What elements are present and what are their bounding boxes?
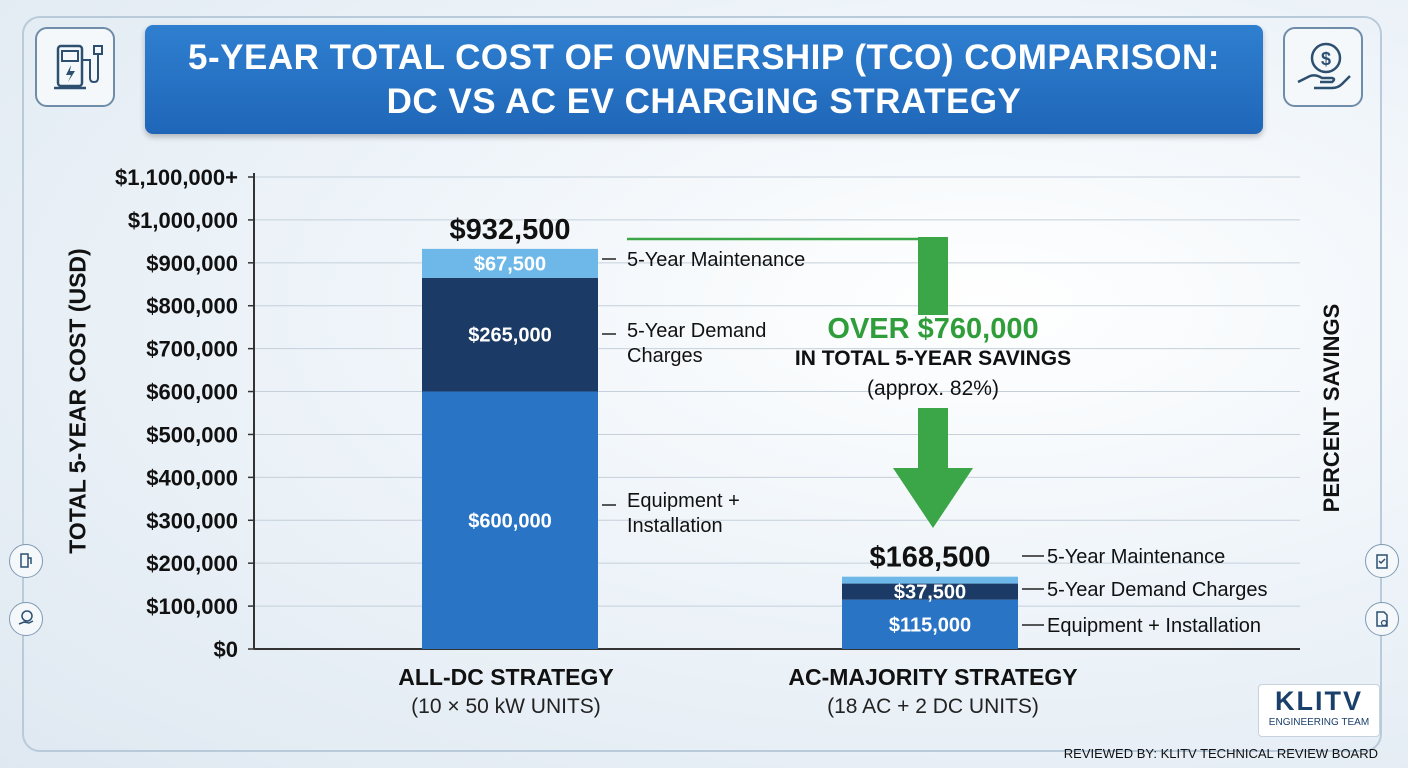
bar-segment-maintenance (422, 248, 598, 278)
annotation-label: Equipment + (627, 490, 740, 512)
logo-text: KLITV (1275, 686, 1363, 716)
y-tick-label: $600,000 (146, 380, 238, 405)
category-label-all-dc: ALL-DC STRATEGY (10 × 50 kW UNITS) (398, 664, 614, 719)
hand-dollar-small-icon (9, 602, 43, 636)
y-tick-label: $200,000 (146, 551, 238, 576)
clipboard-check-icon (1365, 544, 1399, 578)
annotation-label: 5-Year Demand Charges (1047, 579, 1268, 601)
bar-segment-demand (422, 277, 598, 392)
category-label-ac-majority: AC-MAJORITY STRATEGY (18 AC + 2 DC UNITS… (788, 664, 1077, 719)
klitv-logo: KLITV ENGINEERING TEAM (1258, 684, 1380, 737)
title-line-1: 5-YEAR TOTAL COST OF OWNERSHIP (TCO) COM… (188, 37, 1220, 77)
annotation-label: 5-Year Demand (627, 320, 766, 342)
y-tick-label: $0 (214, 637, 238, 662)
bar-total-label: $932,500 (450, 214, 571, 246)
hand-dollar-icon: $ (1283, 27, 1363, 107)
annotation-label: Equipment + Installation (1047, 615, 1261, 637)
savings-line-3: (approx. 82%) (867, 377, 999, 400)
savings-arrow-shaft (918, 408, 948, 470)
annotation-label: Installation (627, 515, 723, 537)
document-gear-icon (1365, 602, 1399, 636)
review-footer: REVIEWED BY: KLITV TECHNICAL REVIEW BOAR… (1063, 746, 1378, 761)
bar-value-label: $67,500 (474, 253, 546, 275)
y-tick-label: $400,000 (146, 465, 238, 490)
ev-charger-small-icon (9, 544, 43, 578)
y-tick-label: $1,100,000+ (115, 165, 238, 190)
savings-line-2: IN TOTAL 5-YEAR SAVINGS (794, 347, 1072, 370)
title-line-2: DC VS AC EV CHARGING STRATEGY (386, 81, 1022, 121)
category-name: ALL-DC STRATEGY (398, 664, 614, 690)
logo-subtext: ENGINEERING TEAM (1268, 717, 1370, 728)
savings-arrow-head (893, 468, 973, 528)
y-tick-label: $500,000 (146, 422, 238, 447)
bar-total-label: $168,500 (870, 542, 991, 574)
outer-frame (22, 16, 1382, 752)
page-title: 5-YEAR TOTAL COST OF OWNERSHIP (TCO) COM… (145, 25, 1263, 134)
annotation-label: 5-Year Maintenance (627, 249, 805, 271)
bar-segment-equipment (422, 391, 598, 649)
y-tick-label: $900,000 (146, 251, 238, 276)
annotation-label: Charges (627, 345, 703, 367)
bar-value-label: $600,000 (468, 510, 551, 532)
y-tick-label: $800,000 (146, 294, 238, 319)
bar-value-label: $265,000 (468, 325, 551, 347)
y-tick-label: $700,000 (146, 337, 238, 362)
bar-segment-maintenance (842, 576, 1018, 584)
y-tick-label: $100,000 (146, 594, 238, 619)
bar-segment-demand (842, 583, 1018, 600)
category-detail: (10 × 50 kW UNITS) (411, 695, 601, 718)
category-name: AC-MAJORITY STRATEGY (788, 664, 1078, 690)
bar-segment-equipment (842, 599, 1018, 649)
y-tick-label: $1,000,000 (128, 208, 238, 233)
savings-headline: OVER $760,000 (827, 313, 1039, 345)
y-tick-label: $300,000 (146, 508, 238, 533)
bar-value-label: $37,500 (894, 582, 966, 604)
savings-arrow-shaft-top (918, 237, 948, 315)
svg-text:$: $ (1321, 49, 1331, 69)
bar-value-label: $115,000 (889, 614, 971, 636)
ev-charger-icon (35, 27, 115, 107)
category-detail: (18 AC + 2 DC UNITS) (827, 695, 1039, 718)
annotation-label: 5-Year Maintenance (1047, 546, 1225, 568)
